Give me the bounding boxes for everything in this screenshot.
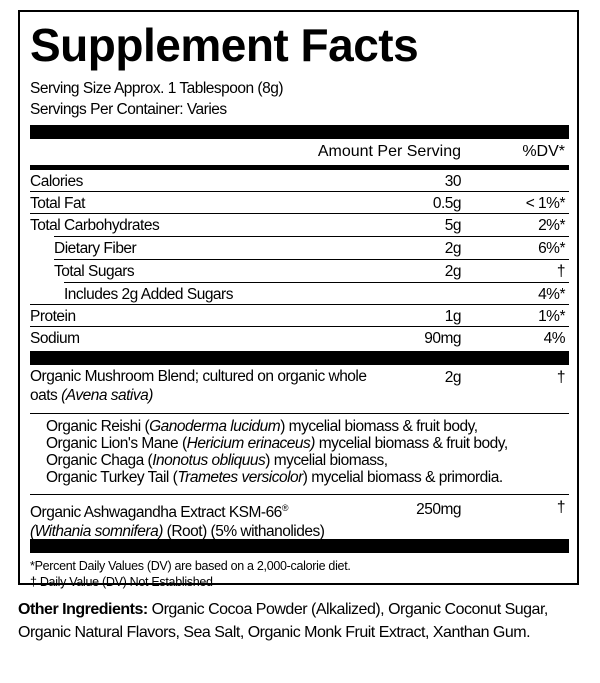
row-divider: [54, 259, 569, 260]
nutrient-dv: 4%*: [538, 286, 565, 303]
nutrient-dv: 4%: [543, 330, 566, 347]
nutrient-name: Calories: [30, 173, 83, 190]
serving-size: Serving Size Approx. 1 Tablespoon (8g): [30, 80, 284, 97]
panel-title: Supplement Facts: [30, 19, 419, 71]
nutrient-amount: 0.5g: [432, 195, 462, 212]
nutrient-dv: †: [556, 263, 566, 280]
nutrient-amount: 2g: [444, 263, 462, 280]
footnote-dv: *Percent Daily Values (DV) are based on …: [30, 559, 351, 573]
ashwagandha-row: Organic Ashwagandha Extract KSM-66® (With…: [30, 495, 569, 541]
nutrient-amount: 90mg: [424, 330, 461, 347]
amount-header: Amount Per Serving: [317, 143, 461, 160]
nutrient-name: Sodium: [30, 330, 80, 347]
nutrient-amount: 1g: [444, 308, 462, 325]
other-ingredients: Other Ingredients: Organic Cocoa Powder …: [18, 601, 548, 641]
blend-dv: †: [556, 369, 566, 386]
blend-ingredients: Organic Reishi (Ganoderma lucidum) mycel…: [30, 414, 569, 495]
nutrient-row: Sodium 90mg 4%: [30, 327, 569, 349]
blend-ingredient: Organic Chaga (Inonotus obliquus) myceli…: [46, 452, 388, 469]
blend-ingredient: Organic Reishi (Ganoderma lucidum) mycel…: [46, 418, 478, 435]
blend-name: Organic Mushroom Blend; cultured on orga…: [30, 368, 367, 404]
ashwagandha-dv: †: [556, 499, 566, 516]
nutrient-name: Protein: [30, 308, 76, 325]
nutrient-row: Dietary Fiber 2g 6%*: [30, 237, 569, 259]
nutrient-amount: 2g: [444, 240, 462, 257]
ashwagandha-amount: 250mg: [416, 501, 461, 518]
nutrient-name: Total Carbohydrates: [30, 217, 160, 234]
row-divider: [54, 236, 569, 237]
header-row: Amount Per Serving %DV*: [30, 139, 569, 165]
nutrient-row: Includes 2g Added Sugars 4%*: [30, 283, 569, 305]
nutrient-dv: 6%*: [538, 240, 565, 257]
nutrient-name: Total Sugars: [54, 263, 135, 280]
divider-bar: [30, 125, 569, 139]
nutrient-dv: 1%*: [538, 308, 565, 325]
nutrient-row: Total Carbohydrates 5g 2%*: [30, 214, 569, 236]
nutrient-name: Includes 2g Added Sugars: [64, 286, 233, 303]
blend-amount: 2g: [444, 369, 462, 386]
dv-header: %DV*: [522, 143, 565, 160]
blend-row: Organic Mushroom Blend; cultured on orga…: [30, 365, 569, 414]
nutrient-name: Total Fat: [30, 195, 85, 212]
footnote-dagger: † Daily Value (DV) Not Established: [30, 575, 213, 589]
nutrient-row: Total Fat 0.5g < 1%*: [30, 192, 569, 214]
supplement-facts-panel: Supplement Facts Serving Size Approx. 1 …: [18, 10, 579, 589]
nutrient-dv: < 1%*: [525, 195, 566, 212]
nutrient-amount: 5g: [444, 217, 462, 234]
blend-ingredient: Organic Lion's Mane (Hericium erinaceus)…: [46, 435, 508, 452]
nutrient-amount: 30: [444, 173, 462, 190]
servings-per-container: Servings Per Container: Varies: [30, 101, 227, 118]
row-divider: [64, 282, 569, 283]
divider-bar: [30, 539, 569, 553]
divider-bar: [30, 165, 569, 170]
divider-bar: [30, 351, 569, 365]
nutrient-dv: 2%*: [538, 217, 565, 234]
nutrient-row: Protein 1g 1%*: [30, 305, 569, 327]
nutrient-row: Total Sugars 2g †: [30, 260, 569, 282]
nutrient-name: Dietary Fiber: [54, 240, 137, 257]
nutrient-row: Calories 30: [30, 170, 569, 192]
ashwagandha-name: Organic Ashwagandha Extract KSM-66® (With…: [30, 503, 325, 541]
blend-ingredient: Organic Turkey Tail (Trametes versicolor…: [46, 469, 503, 486]
